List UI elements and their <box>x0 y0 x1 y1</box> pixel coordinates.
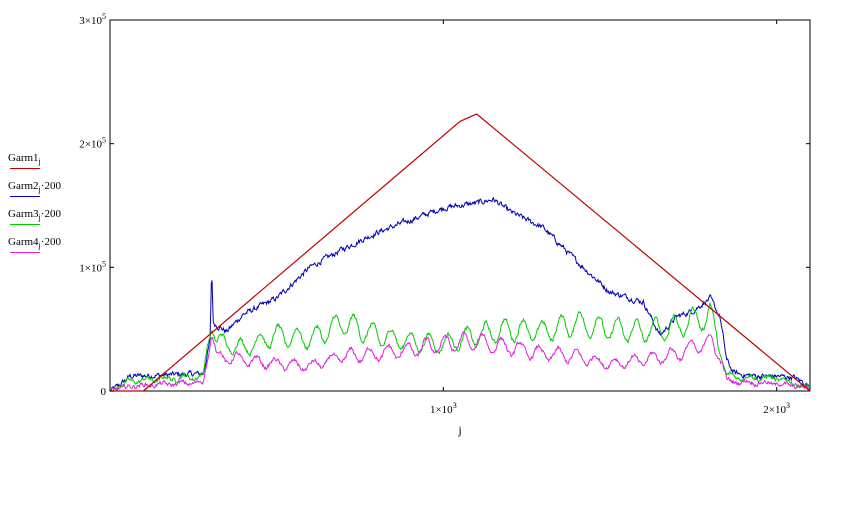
legend-swatch-garm3 <box>10 224 40 225</box>
legend-item-garm4: Garm4j·200 <box>8 236 61 264</box>
x-axis-label: j <box>457 423 461 437</box>
y-tick-label-3: 3×105 <box>79 12 106 27</box>
series-line-garm2 <box>109 196 811 392</box>
legend-swatch-garm1 <box>10 168 40 169</box>
x-tick-label-1: 2×103 <box>763 401 790 416</box>
legend-label-garm4: Garm4j·200 <box>8 236 61 250</box>
legend-item-garm1: Garm1j <box>8 152 61 180</box>
y-tick-label-1: 1×105 <box>79 259 106 274</box>
legend: Garm1j Garm2j·200 Garm3j·200 Garm4j·200 <box>8 152 61 264</box>
y-tick-label-0: 0 <box>101 386 107 398</box>
y-tick-label-2: 2×105 <box>79 136 106 151</box>
series-line-garm4 <box>110 331 811 392</box>
legend-label-garm3: Garm3j·200 <box>8 208 61 222</box>
x-tick-label-0: 1×103 <box>430 401 457 416</box>
legend-swatch-garm4 <box>10 252 40 253</box>
legend-item-garm3: Garm3j·200 <box>8 208 61 236</box>
legend-item-garm2: Garm2j·200 <box>8 180 61 208</box>
series-line-garm3 <box>109 301 811 392</box>
legend-label-garm1: Garm1j <box>8 152 41 166</box>
plot-frame <box>109 19 811 392</box>
series-line-garm1 <box>110 113 811 392</box>
legend-swatch-garm2 <box>10 196 40 197</box>
legend-label-garm2: Garm2j·200 <box>8 180 61 194</box>
